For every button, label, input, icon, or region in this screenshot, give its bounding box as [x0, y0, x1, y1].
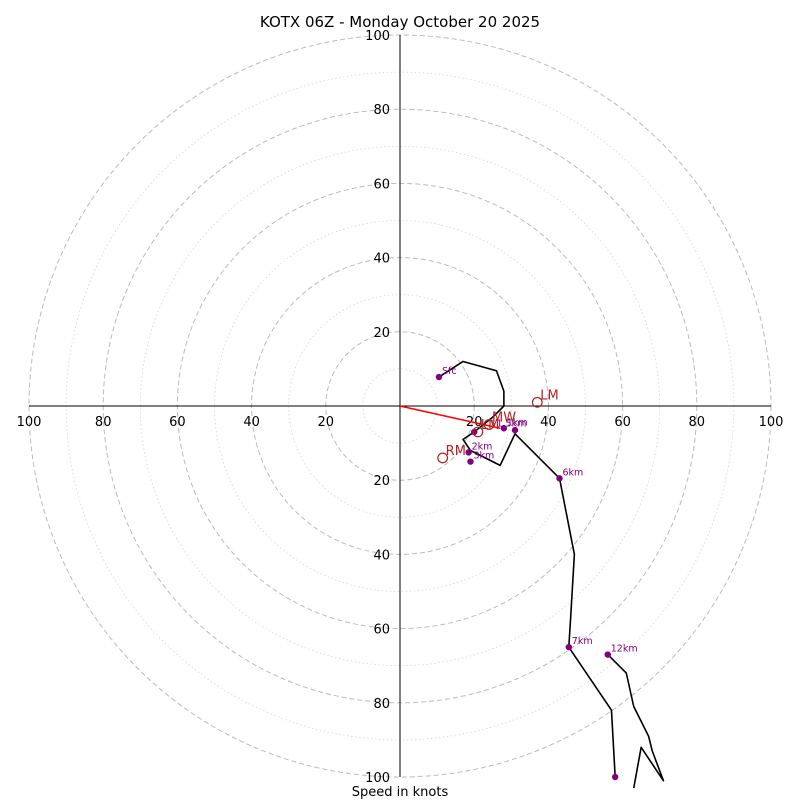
x-axis-label: Speed in knots — [352, 785, 449, 800]
storm-motion-label: LM — [540, 388, 558, 403]
y-tick-label: 80 — [373, 697, 390, 712]
height-marker-dot — [500, 425, 508, 432]
storm-motion-label: RM — [446, 444, 466, 459]
storm-motion-label: MW — [492, 411, 516, 426]
chart-title: KOTX 06Z - Monday October 20 2025 — [260, 13, 540, 31]
height-marker-dot — [467, 458, 474, 465]
y-tick-label: 100 — [365, 771, 390, 786]
height-marker-dot — [465, 449, 472, 456]
height-marker-dot — [604, 651, 611, 658]
height-marker-label: 1km — [507, 417, 528, 428]
y-tick-label: 20 — [373, 474, 390, 489]
y-tick-label: 20 — [373, 326, 390, 341]
y-tick-label: 40 — [373, 548, 390, 563]
x-tick-label: 20 — [318, 415, 335, 430]
height-marker-dot — [471, 428, 478, 436]
storm-motion-marker — [437, 452, 449, 464]
y-tick-label: 100 — [365, 29, 390, 44]
y-tick-label: 40 — [373, 252, 390, 267]
x-tick-label: 80 — [689, 415, 706, 430]
height-marker-label: Sfc — [442, 366, 457, 377]
height-marker-label: 3km — [473, 451, 494, 462]
height-marker-label: 12km — [611, 644, 638, 655]
storm-motion-marker — [531, 396, 543, 408]
height-marker-dot — [611, 773, 619, 781]
x-tick-label: 60 — [614, 415, 631, 430]
height-marker-dot — [565, 643, 573, 651]
height-marker-dot — [435, 373, 443, 381]
hodograph-trace-upper — [607, 654, 665, 789]
x-tick-label: 40 — [540, 415, 557, 430]
height-marker-label: 7km — [572, 636, 593, 647]
storm-motion-marker — [483, 419, 495, 430]
x-tick-label: 40 — [243, 415, 260, 430]
x-tick-label: 80 — [95, 415, 112, 430]
x-tick-label: 100 — [759, 415, 784, 430]
y-tick-label: 60 — [373, 177, 390, 192]
height-marker-label: 6km — [563, 467, 584, 478]
x-tick-label: 60 — [169, 415, 186, 430]
y-tick-label: 60 — [373, 623, 390, 638]
height-marker-dot — [556, 475, 563, 482]
storm-motion-label: LM — [481, 418, 499, 433]
height-marker-label: 1.5km — [496, 418, 526, 429]
y-tick-label: 80 — [373, 103, 390, 118]
height-marker-label: 2km — [472, 441, 493, 452]
tick-labels: 1008060402020406080100100806040202040608… — [17, 29, 784, 786]
height-marker-dot — [511, 426, 519, 434]
x-tick-label: 100 — [17, 415, 42, 430]
storm-motion-marker — [472, 426, 484, 438]
